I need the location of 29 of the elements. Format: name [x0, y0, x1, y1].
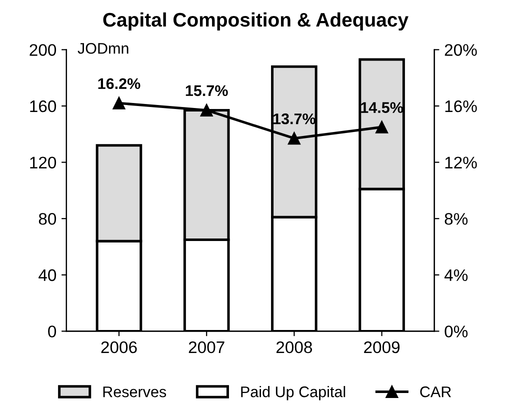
data-label: 14.5% [361, 102, 404, 113]
y2-tick-label: 0% [444, 326, 468, 338]
y-tick-label: 40 [38, 269, 56, 282]
point [200, 104, 213, 116]
point [288, 132, 300, 145]
x-tick-label: 2006 [101, 341, 137, 354]
data-label: 15.7% [186, 85, 228, 96]
legend-label: CAR [420, 386, 451, 398]
x-tick-label: 2008 [276, 341, 312, 354]
y2-tick-label: 4% [444, 269, 468, 282]
y-tick-label: 0 [48, 326, 56, 338]
y2-tick-label: 20% [444, 44, 477, 56]
x-tick-label: 2007 [188, 341, 224, 354]
data-label: 13.7% [273, 113, 316, 124]
y-tick-label: 120 [30, 156, 56, 168]
legend-label: Reserves [103, 386, 166, 398]
y2-tick-label: 16% [445, 100, 477, 112]
x-tick-label: 2009 [364, 341, 400, 354]
y-tick-label: 160 [30, 100, 56, 112]
data-label: 16.2% [98, 78, 140, 90]
y-axis-title: JODmn [78, 42, 128, 54]
point [112, 96, 126, 110]
y-tick-label: 200 [30, 44, 56, 56]
y-tick-label: 80 [38, 212, 56, 225]
point [376, 120, 388, 134]
y2-tick-label: 8% [444, 212, 468, 225]
legend-label: Paid Up Capital [241, 386, 346, 400]
chart-title: Capital Composition & Adequacy [103, 12, 408, 31]
y2-tick-label: 12% [445, 156, 477, 168]
